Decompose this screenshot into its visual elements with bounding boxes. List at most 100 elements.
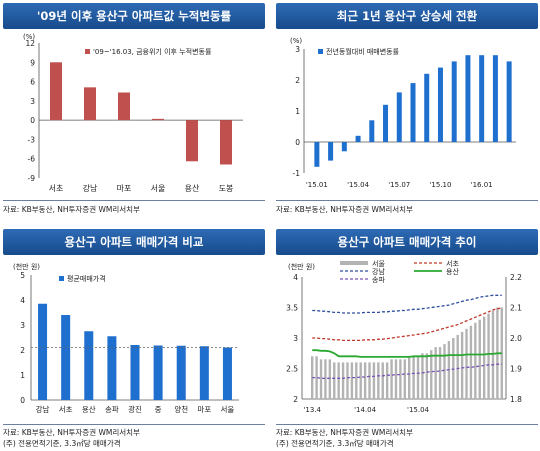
bar-seoul — [359, 362, 362, 399]
bar-seoul — [372, 362, 376, 399]
bar-month — [341, 142, 347, 152]
source-text: 자료: KB부동산, NH투자증권 WM리서치부 — [276, 205, 413, 214]
bar-seoul — [465, 328, 468, 399]
x-tick-label: 광진 — [128, 404, 142, 414]
legend-label: 평균매매가격 — [67, 274, 106, 283]
bar-seoul — [403, 359, 406, 399]
bar-seoul — [333, 362, 336, 399]
bar-seoul — [337, 362, 340, 399]
y-tick-label: 4 — [20, 296, 25, 305]
x-tick-label: 서초 — [49, 184, 64, 193]
source-text: 자료: KB부동산, NH투자증권 WM리서치부 — [3, 205, 140, 214]
source-text: 자료: KB부동산, NH투자증권 WM리서치부 — [276, 428, 413, 437]
x-tick-label: '13.4 — [303, 406, 321, 414]
bar-month — [369, 120, 375, 142]
bar-seoul — [469, 325, 473, 399]
bar-도봉 — [220, 120, 232, 165]
note-text: (주) 전용면적기준, 3.3㎡당 매매가격 — [3, 439, 121, 448]
bar-seoul — [394, 359, 398, 399]
y-tick-label-left: 3 — [293, 334, 298, 343]
bar-month — [506, 61, 512, 142]
line-서초 — [312, 307, 502, 342]
x-tick-label: 양천 — [174, 404, 188, 414]
chart-price-trend: (천만 원) 4 3.5 3 2.5 2 2.2 2.1 2.0 1.9 1.8 '13.4 '14.0… — [286, 259, 522, 414]
legend-swatch — [85, 49, 90, 54]
bar-seoul — [408, 356, 411, 399]
bar-광진 — [130, 345, 140, 400]
x-tick-label: 송파 — [105, 405, 119, 414]
y-tick-label: 1 — [20, 371, 25, 380]
x-tick-label: 강남 — [36, 404, 50, 414]
bar-양천 — [176, 345, 186, 400]
y-tick-label: 3 — [30, 97, 35, 106]
bar-month — [492, 55, 498, 143]
legend-swatch — [318, 49, 323, 54]
bar-서초 — [61, 315, 71, 400]
bar-month — [396, 92, 402, 142]
bar-seoul — [443, 344, 446, 399]
bar-용산 — [186, 120, 198, 162]
x-tick-label: '15.04 — [407, 406, 430, 414]
y-tick-label-left: 2 — [293, 395, 298, 404]
x-tick-label: 도봉 — [219, 184, 234, 193]
y-tick-label-left: 4 — [293, 273, 298, 282]
bar-서울 — [222, 347, 232, 400]
panel-title: 용산구 아파트 매매가격 추이 — [276, 229, 538, 255]
bar-seoul — [421, 353, 424, 399]
x-tick-label: '15.10 — [429, 181, 451, 189]
y-tick-label: -6 — [28, 155, 36, 164]
y-unit-label: (%) — [23, 33, 35, 41]
y-tick-label: 5 — [20, 271, 25, 280]
x-tick-label: 마포 — [117, 184, 132, 193]
x-tick-label: '16.01 — [471, 181, 493, 189]
bar-seoul — [412, 356, 415, 399]
bar-seoul — [438, 347, 442, 399]
x-tick-label: 강남 — [83, 183, 98, 193]
divider — [276, 424, 538, 425]
y-tick-label-right: 2.2 — [510, 273, 522, 282]
bar-seoul — [363, 362, 367, 399]
bar-마포 — [199, 346, 209, 400]
y-tick-label: 1 — [295, 107, 300, 116]
x-tick-label: '15.01 — [306, 181, 328, 189]
bar-seoul — [474, 322, 477, 399]
bar-seoul — [346, 362, 349, 399]
panel-title: 용산구 아파트 매매가격 비교 — [3, 229, 265, 255]
x-tick-label: 서초 — [59, 405, 73, 414]
x-tick-label: '15.04 — [347, 181, 370, 189]
line-용산 — [312, 349, 502, 358]
bar-seoul — [478, 319, 481, 399]
bar-month — [410, 83, 416, 142]
y-tick-label-left: 2.5 — [286, 365, 298, 374]
bar-month — [437, 67, 443, 142]
bar-seoul — [430, 350, 433, 399]
legend-label: '09~'16.03, 금융위기 이후 누적변동률 — [93, 47, 212, 56]
legend-swatch — [59, 276, 64, 281]
x-tick-label: '15.07 — [388, 181, 410, 189]
y-tick-label-right: 2.1 — [510, 304, 522, 313]
bar-month — [383, 104, 389, 142]
y-tick-label: 3 — [20, 321, 25, 330]
bar-seoul — [377, 362, 380, 399]
note-text: (주) 전용면적기준, 3.3㎡당 매매가격 — [276, 439, 394, 448]
bar-seoul — [456, 334, 459, 399]
chart-yoy-change: (%)3 2 1 0 -1 '15.01 '15.04 '15.07 '15.10 '16.01 전… — [290, 37, 516, 189]
y-tick-label: 2 — [20, 346, 25, 355]
x-tick-label: 용산 — [185, 183, 200, 193]
y-unit-label: (천만 원) — [13, 262, 40, 271]
y-tick-label: 6 — [30, 78, 35, 87]
legend-label: 서초 — [446, 259, 459, 268]
y-unit-label: (천만 원) — [288, 262, 315, 271]
x-tick-label: 서울 — [151, 184, 166, 193]
x-tick-label: 서울 — [221, 405, 235, 414]
y-tick-label: 0 — [295, 138, 300, 147]
legend-label: 서울 — [372, 259, 385, 268]
panel-title: 최근 1년 용산구 상승세 전환 — [276, 3, 538, 29]
legend-label: 강남 — [372, 267, 385, 276]
source-text: 자료: KB부동산, NH투자증권 WM리서치부 — [3, 428, 140, 437]
x-tick-label: '14.04 — [354, 406, 377, 414]
bar-month — [328, 142, 334, 161]
bar-강남 — [84, 87, 96, 121]
bar-seoul — [416, 356, 420, 399]
bar-month — [314, 142, 320, 167]
